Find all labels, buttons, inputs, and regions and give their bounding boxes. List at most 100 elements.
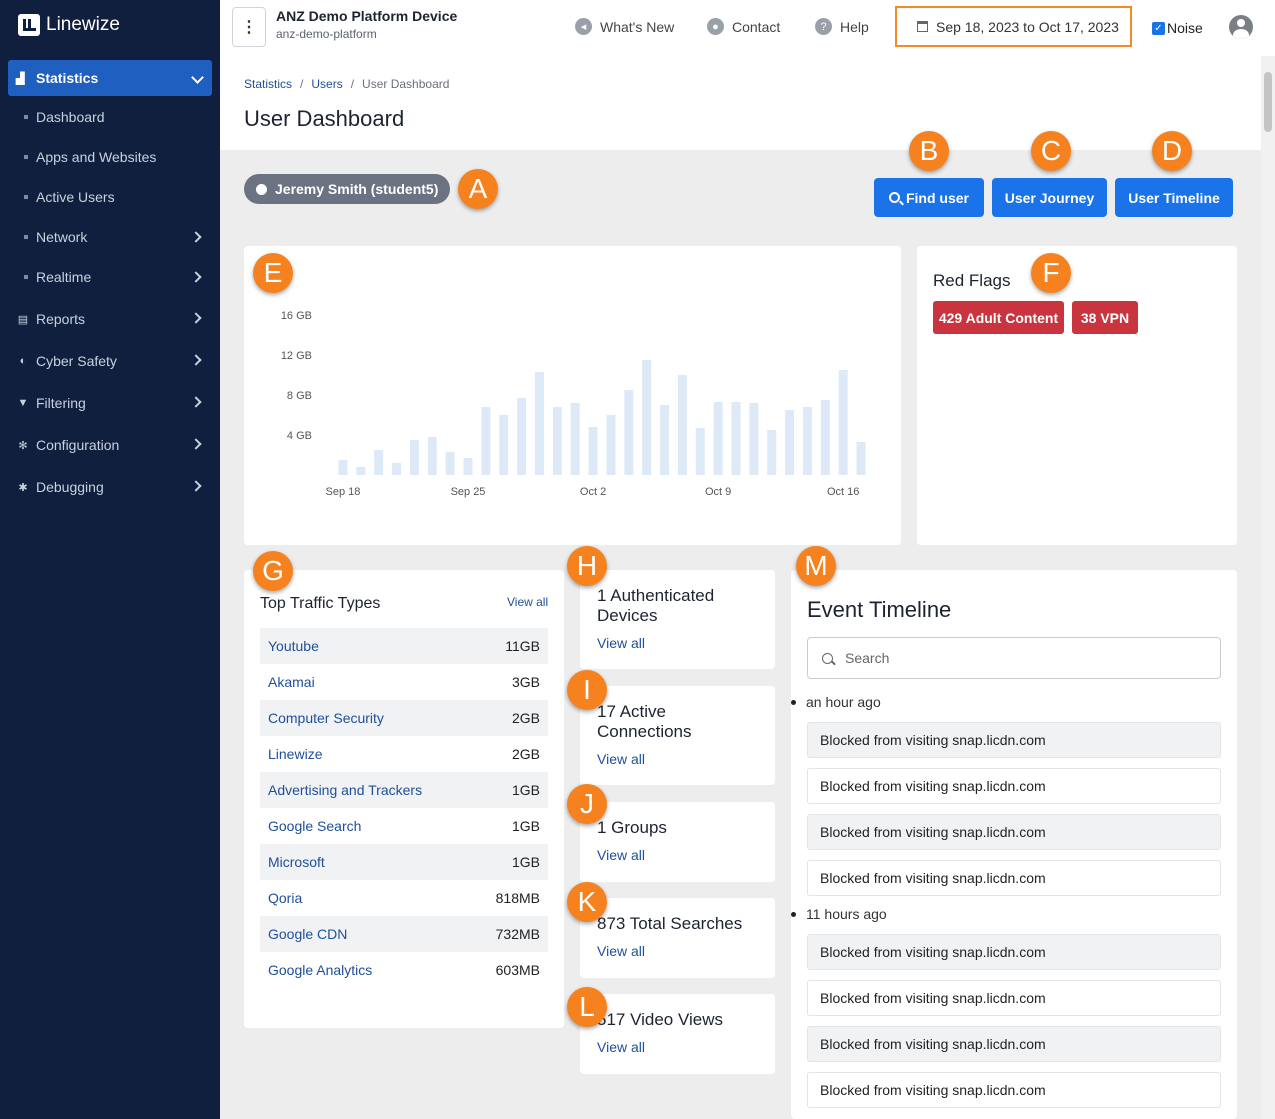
chart-bar[interactable] bbox=[624, 390, 634, 475]
sidebar-item-realtime[interactable]: Realtime bbox=[24, 267, 210, 287]
traffic-type-name[interactable]: Akamai bbox=[268, 674, 315, 690]
chart-bar[interactable] bbox=[713, 402, 723, 475]
red-flag-adult-content[interactable]: 429 Adult Content bbox=[933, 301, 1064, 334]
chart-bar[interactable] bbox=[392, 463, 401, 475]
total-searches-view-all[interactable]: View all bbox=[597, 943, 645, 959]
red-flag-vpn[interactable]: 38 VPN bbox=[1072, 301, 1138, 334]
sidebar-item-dashboard[interactable]: Dashboard bbox=[24, 107, 210, 127]
chart-bar[interactable] bbox=[642, 360, 652, 475]
sidebar-item-statistics[interactable]: ▟ Statistics bbox=[8, 60, 212, 96]
user-timeline-button[interactable]: User Timeline bbox=[1115, 178, 1233, 217]
annotation-badge-h: H bbox=[567, 546, 607, 586]
chart-bar[interactable] bbox=[427, 437, 437, 475]
chart-bar[interactable] bbox=[588, 427, 598, 475]
timeline-event[interactable]: Blocked from visiting snap.licdn.com bbox=[807, 768, 1221, 804]
chart-bar[interactable] bbox=[677, 375, 687, 475]
groups-view-all[interactable]: View all bbox=[597, 847, 645, 863]
scroll-thumb[interactable] bbox=[1264, 72, 1272, 132]
traffic-row[interactable]: Qoria 818MB bbox=[260, 880, 548, 916]
traffic-type-name[interactable]: Google Analytics bbox=[268, 962, 373, 978]
traffic-row[interactable]: Microsoft 1GB bbox=[260, 844, 548, 880]
sidebar-item-cyber-safety[interactable]: ◐ Cyber Safety bbox=[16, 350, 210, 372]
traffic-type-name[interactable]: Linewize bbox=[268, 746, 323, 762]
timeline-event[interactable]: Blocked from visiting snap.licdn.com bbox=[807, 860, 1221, 896]
whats-new-link[interactable]: ◂ What's New bbox=[575, 18, 674, 35]
chart-bar[interactable] bbox=[767, 430, 777, 475]
chart-bar[interactable] bbox=[445, 452, 455, 475]
traffic-type-name[interactable]: Advertising and Trackers bbox=[268, 782, 423, 798]
breadcrumb-statistics[interactable]: Statistics bbox=[244, 77, 293, 91]
traffic-type-name[interactable]: Microsoft bbox=[268, 854, 325, 870]
traffic-row[interactable]: Computer Security 2GB bbox=[260, 700, 548, 736]
chart-bar[interactable] bbox=[570, 403, 580, 475]
chart-bar[interactable] bbox=[731, 402, 741, 475]
chart-bar[interactable] bbox=[409, 440, 419, 475]
chart-bar[interactable] bbox=[481, 407, 491, 475]
breadcrumb-separator: / bbox=[350, 77, 355, 91]
timeline-event[interactable]: Blocked from visiting snap.licdn.com bbox=[807, 1072, 1221, 1108]
traffic-type-name[interactable]: Google CDN bbox=[268, 926, 348, 942]
chart-bar[interactable] bbox=[552, 407, 562, 475]
traffic-row[interactable]: Youtube 11GB bbox=[260, 628, 548, 664]
chart-bar[interactable] bbox=[856, 442, 866, 475]
traffic-type-name[interactable]: Qoria bbox=[268, 890, 303, 906]
chart-bar[interactable] bbox=[606, 415, 616, 475]
sidebar-item-active-users[interactable]: Active Users bbox=[24, 187, 210, 207]
sidebar-item-apps-and-websites[interactable]: Apps and Websites bbox=[24, 147, 210, 167]
chart-bar[interactable] bbox=[463, 458, 473, 475]
help-link[interactable]: ? Help bbox=[815, 18, 869, 35]
timeline-event[interactable]: Blocked from visiting snap.licdn.com bbox=[807, 722, 1221, 758]
traffic-type-name[interactable]: Youtube bbox=[268, 638, 319, 654]
chart-bar[interactable] bbox=[338, 460, 348, 475]
linewize-logo[interactable]: Linewize bbox=[18, 14, 120, 36]
device-name: ANZ Demo Platform Device bbox=[276, 8, 458, 24]
page-scrollbar[interactable] bbox=[1261, 56, 1275, 1119]
chart-bar[interactable] bbox=[499, 415, 509, 475]
traffic-row[interactable]: Google CDN 732MB bbox=[260, 916, 548, 952]
chart-bar[interactable] bbox=[660, 405, 669, 475]
traffic-row[interactable]: Google Search 1GB bbox=[260, 808, 548, 844]
chart-bar[interactable] bbox=[695, 428, 705, 475]
breadcrumb-users[interactable]: Users bbox=[311, 77, 343, 91]
chart-bar[interactable] bbox=[785, 410, 795, 475]
chart-bar[interactable] bbox=[838, 370, 848, 475]
chart-bar[interactable] bbox=[803, 407, 812, 475]
top-traffic-view-all[interactable]: View all bbox=[507, 595, 549, 609]
logo-icon bbox=[18, 14, 40, 36]
traffic-row[interactable]: Akamai 3GB bbox=[260, 664, 548, 700]
traffic-type-name[interactable]: Computer Security bbox=[268, 710, 384, 726]
chart-bar[interactable] bbox=[356, 467, 366, 475]
chart-bar[interactable] bbox=[374, 450, 384, 475]
video-views-view-all[interactable]: View all bbox=[597, 1039, 645, 1055]
traffic-row[interactable]: Google Analytics 603MB bbox=[260, 952, 548, 988]
timeline-event[interactable]: Blocked from visiting snap.licdn.com bbox=[807, 980, 1221, 1016]
account-avatar-icon[interactable] bbox=[1229, 15, 1253, 39]
chart-bar[interactable] bbox=[749, 403, 759, 475]
traffic-type-value: 3GB bbox=[511, 674, 540, 690]
sidebar-item-debugging[interactable]: ✱ Debugging bbox=[16, 476, 210, 498]
chart-bar[interactable] bbox=[820, 400, 830, 475]
timeline-event[interactable]: Blocked from visiting snap.licdn.com bbox=[807, 934, 1221, 970]
chart-bar[interactable] bbox=[535, 372, 544, 475]
sidebar-item-reports[interactable]: ▤ Reports bbox=[16, 308, 210, 330]
timeline-event[interactable]: Blocked from visiting snap.licdn.com bbox=[807, 1026, 1221, 1062]
annotation-badge-b: B bbox=[909, 131, 949, 171]
active-connections-view-all[interactable]: View all bbox=[597, 751, 645, 767]
more-menu-button[interactable]: ⋮ bbox=[232, 7, 266, 47]
sidebar-item-configuration[interactable]: ✻ Configuration bbox=[16, 434, 210, 456]
contact-link[interactable]: ● Contact bbox=[707, 18, 780, 35]
noise-checkbox[interactable]: ✓ bbox=[1152, 21, 1165, 35]
traffic-row[interactable]: Linewize 2GB bbox=[260, 736, 548, 772]
noise-toggle[interactable]: ✓ Noise bbox=[1152, 20, 1203, 36]
find-user-button[interactable]: Find user bbox=[874, 178, 984, 217]
traffic-type-name[interactable]: Google Search bbox=[268, 818, 362, 834]
sidebar-item-network[interactable]: Network bbox=[24, 227, 210, 247]
user-journey-button[interactable]: User Journey bbox=[992, 178, 1107, 217]
chart-bar[interactable] bbox=[517, 398, 527, 475]
timeline-event[interactable]: Blocked from visiting snap.licdn.com bbox=[807, 814, 1221, 850]
traffic-row[interactable]: Advertising and Trackers 1GB bbox=[260, 772, 548, 808]
date-range-picker[interactable]: Sep 18, 2023 to Oct 17, 2023 bbox=[895, 6, 1132, 47]
authenticated-devices-view-all[interactable]: View all bbox=[597, 635, 645, 651]
event-search-input[interactable]: Search bbox=[807, 637, 1221, 679]
sidebar-item-filtering[interactable]: ▼ Filtering bbox=[16, 392, 210, 414]
